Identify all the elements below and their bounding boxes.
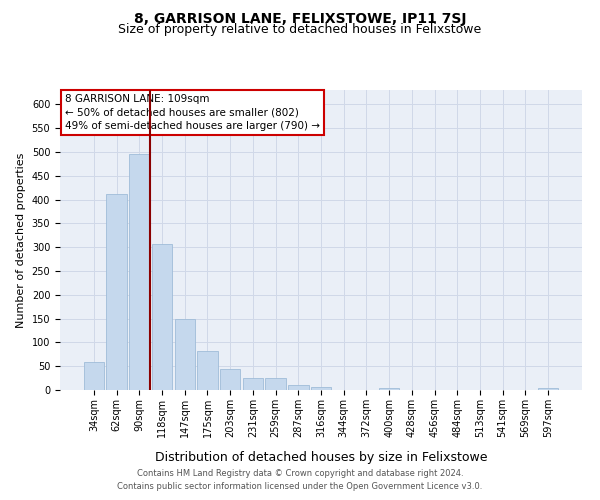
Bar [265, 378, 286, 390]
Bar [538, 388, 558, 390]
Bar [242, 378, 263, 390]
Bar [379, 388, 400, 390]
Bar [106, 194, 127, 390]
Bar [288, 385, 308, 390]
Bar [311, 387, 331, 390]
Bar [197, 351, 218, 390]
Text: Contains HM Land Registry data © Crown copyright and database right 2024.
Contai: Contains HM Land Registry data © Crown c… [118, 470, 482, 491]
Bar [84, 362, 104, 390]
Text: 8, GARRISON LANE, FELIXSTOWE, IP11 7SJ: 8, GARRISON LANE, FELIXSTOWE, IP11 7SJ [134, 12, 466, 26]
Bar [152, 244, 172, 390]
Bar [175, 318, 195, 390]
Bar [129, 154, 149, 390]
Text: Size of property relative to detached houses in Felixstowe: Size of property relative to detached ho… [118, 22, 482, 36]
Text: 8 GARRISON LANE: 109sqm
← 50% of detached houses are smaller (802)
49% of semi-d: 8 GARRISON LANE: 109sqm ← 50% of detache… [65, 94, 320, 131]
Y-axis label: Number of detached properties: Number of detached properties [16, 152, 26, 328]
Text: Distribution of detached houses by size in Felixstowe: Distribution of detached houses by size … [155, 451, 487, 464]
Bar [220, 368, 241, 390]
